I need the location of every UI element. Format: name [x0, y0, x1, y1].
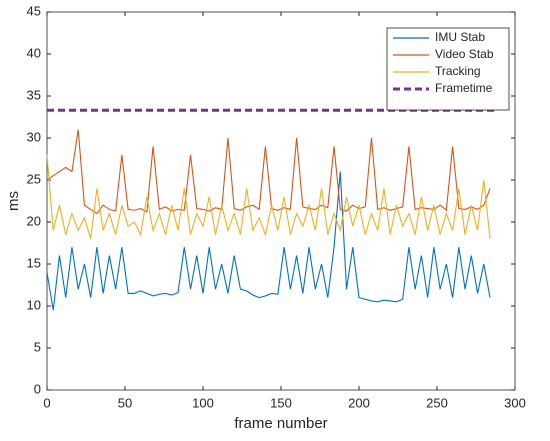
legend-box [386, 27, 510, 111]
y-axis-label: ms [5, 191, 22, 211]
y-tick-label: 30 [27, 129, 41, 144]
y-tick-label: 25 [27, 171, 41, 186]
x-tick-label: 250 [426, 395, 448, 410]
legend-label: Video Stab [435, 47, 494, 61]
y-tick-label: 5 [34, 339, 41, 354]
y-tick-label: 45 [27, 3, 41, 18]
x-tick-label: 150 [270, 395, 292, 410]
y-tick-label: 0 [34, 381, 41, 396]
y-tick-label: 35 [27, 87, 41, 102]
series-line [46, 171, 491, 311]
y-tick-label: 20 [27, 213, 41, 228]
legend-label: Frametime [435, 81, 493, 95]
x-tick-label: 200 [348, 395, 370, 410]
x-tick-label: 0 [43, 395, 50, 410]
x-tick-label: 100 [192, 395, 214, 410]
series-line [46, 129, 491, 215]
y-tick-label: 15 [27, 255, 41, 270]
x-tick-label: 50 [118, 395, 132, 410]
legend-label: IMU Stab [435, 30, 485, 44]
x-tick-label: 300 [504, 395, 526, 410]
y-tick-label: 10 [27, 297, 41, 312]
x-axis-label: frame number [234, 415, 327, 432]
series-line [46, 154, 491, 239]
legend-label: Tracking [435, 64, 481, 78]
y-tick-label: 40 [27, 45, 41, 60]
